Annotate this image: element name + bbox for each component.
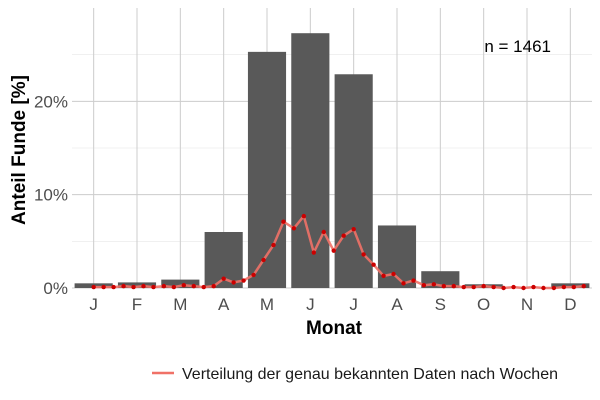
weekly-point-34 [421,283,427,288]
weekly-point-43 [511,284,516,290]
x-tick-label: F [132,295,142,314]
weekly-point-50 [581,283,586,289]
weekly-point-19 [271,242,276,248]
weekly-point-20 [281,219,286,224]
bar-6 [291,33,330,289]
weekly-point-45 [531,284,536,290]
bar-3 [161,279,200,288]
weekly-point-37 [451,283,456,289]
weekly-point-4 [121,283,126,289]
weekly-point-8 [161,283,167,289]
weekly-point-33 [411,278,416,283]
x-tick-label: N [521,295,533,314]
weekly-point-49 [571,284,576,290]
x-tick-label: J [349,295,358,314]
weekly-point-40 [481,283,486,289]
x-tick-label: D [564,295,576,314]
weekly-point-2 [101,284,106,290]
weekly-point-27 [351,227,356,232]
x-tick-label: J [306,295,315,314]
x-tick-label: M [260,295,274,314]
weekly-point-24 [321,229,326,235]
y-tick-label: 10% [34,186,68,205]
weekly-point-26 [341,233,346,238]
weekly-point-32 [401,281,406,286]
x-axis-title: Monat [306,318,363,339]
weekly-line [91,213,586,291]
weekly-point-15 [231,280,236,285]
y-tick-labels: 0% 10% 20% [34,92,68,298]
weekly-point-29 [371,262,376,267]
weekly-point-35 [431,282,437,287]
weekly-point-1 [91,284,96,290]
weekly-point-39 [471,284,476,290]
x-tick-label: M [173,295,187,314]
weekly-point-3 [111,284,116,290]
weekly-point-13 [211,283,216,289]
x-tick-label: S [435,295,446,314]
weekly-point-21 [291,226,297,231]
bar-2 [117,282,157,288]
weekly-point-9 [171,284,177,290]
weekly-point-18 [261,257,266,263]
bar-12 [551,283,590,288]
x-tick-label: O [477,295,490,314]
legend-label: Verteilung der genau bekannten Daten nac… [182,366,558,383]
weekly-point-17 [251,272,256,278]
weekly-point-10 [181,283,186,288]
y-axis-title: Anteil Funde [%] [9,75,30,225]
weekly-point-36 [441,283,446,289]
weekly-point-31 [391,271,396,277]
bar-7 [334,74,373,289]
weekly-point-47 [551,285,557,291]
x-tick-label: A [218,295,230,314]
weekly-point-23 [311,250,316,255]
weekly-point-46 [541,285,546,291]
weekly-point-28 [361,252,366,257]
weekly-point-6 [141,283,146,289]
y-tick-label: 0% [43,279,68,298]
x-tick-label: A [391,295,403,314]
weekly-point-5 [131,284,136,290]
weekly-point-48 [561,284,567,290]
y-tick-label: 20% [34,92,68,111]
weekly-point-44 [521,285,526,291]
weekly-point-7 [151,284,156,290]
weekly-point-41 [491,284,496,290]
x-tick-label: J [89,295,98,314]
weekly-point-22 [301,213,307,219]
sample-size-annotation: n = 1461 [484,37,551,56]
weekly-point-42 [501,285,506,291]
weekly-point-25 [331,248,336,253]
weekly-point-12 [201,284,206,290]
weekly-point-14 [221,276,226,281]
weekly-point-30 [381,273,386,279]
weekly-point-11 [191,283,196,289]
legend: Verteilung der genau bekannten Daten nac… [152,366,558,383]
bar-5 [247,51,287,288]
weekly-point-16 [241,278,246,283]
weekly-point-38 [461,284,466,290]
